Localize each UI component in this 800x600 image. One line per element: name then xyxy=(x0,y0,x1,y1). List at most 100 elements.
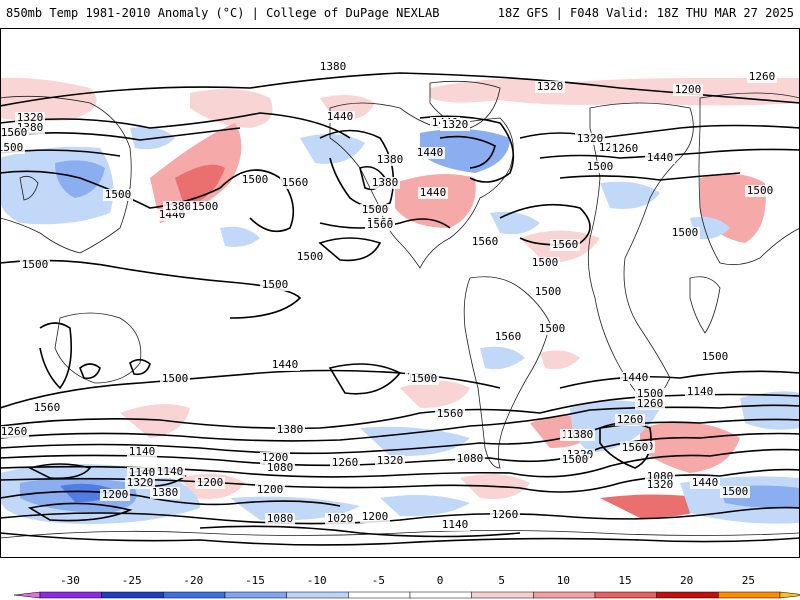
contour-label-background xyxy=(0,142,25,154)
contour-line xyxy=(328,363,402,395)
contour-label-text: 1200 xyxy=(257,483,284,496)
contour-label-background xyxy=(127,446,157,458)
contour-label: 1380 xyxy=(318,60,348,73)
color-scale-segment xyxy=(594,591,657,599)
cold-anomaly xyxy=(360,426,470,457)
color-scale-segment xyxy=(533,591,596,599)
india-coast xyxy=(689,276,721,334)
warm-anomaly xyxy=(175,164,225,208)
contour-label-text: 1500 xyxy=(539,322,566,335)
contour-label-text: 1260 xyxy=(617,413,644,426)
contour-label-text: 1380 xyxy=(567,428,594,441)
contour-label-background xyxy=(255,484,285,496)
contour-label-background xyxy=(615,414,645,426)
contour-label: 1380 xyxy=(275,423,305,436)
contour-label-text: 1500 xyxy=(192,200,219,213)
contour-label-text: 1260 xyxy=(749,70,776,83)
contour-label-text: 1320 xyxy=(647,478,674,491)
contour-label-text: 1320 xyxy=(577,132,604,145)
contour-line xyxy=(0,112,351,139)
color-scale-tick-label: 10 xyxy=(557,574,570,587)
contour-line xyxy=(559,370,800,389)
contour-label-background xyxy=(15,112,45,124)
contour-label-background xyxy=(435,408,465,420)
contour-label-text: 1140 xyxy=(442,518,469,531)
contour-label-text: 1560 xyxy=(282,176,309,189)
contour-line xyxy=(129,358,151,376)
contour-label-text: 1140 xyxy=(129,466,156,479)
color-scale-ticks: -30-25-20-15-10-5051015202530 xyxy=(60,574,755,587)
contour-label: 1500 xyxy=(700,350,730,363)
contour-label-text: 1560 xyxy=(495,330,522,343)
color-scale-segment xyxy=(656,591,719,599)
contour-label-background xyxy=(620,442,650,454)
contour-label-text: 1020 xyxy=(327,512,354,525)
contour-label: 1440 xyxy=(325,110,355,123)
contour-label: 1500 xyxy=(360,203,390,216)
contour-label-text: 1440 xyxy=(622,371,649,384)
contour-label: 1500 xyxy=(537,322,567,335)
contour-label-background xyxy=(260,279,290,291)
contour-line xyxy=(499,203,591,246)
contour-label: 1560 xyxy=(493,330,523,343)
contour-label-background xyxy=(537,323,567,335)
contour-label: 1260 xyxy=(330,456,360,469)
cold-anomaly xyxy=(490,211,540,235)
color-scale-tick-label: 25 xyxy=(742,574,755,587)
contour-label-text: 1320 xyxy=(17,111,44,124)
contour-label: 1140 xyxy=(127,466,157,479)
contour-label-background xyxy=(190,201,220,213)
contour-label: 1500 xyxy=(103,188,133,201)
contour-label: 1500 xyxy=(635,387,665,400)
contour-label-background xyxy=(645,479,675,491)
contour-label: 1380 xyxy=(150,486,180,499)
contour-label: 1440 xyxy=(415,146,445,159)
contour-label-background xyxy=(0,127,29,139)
contour-line xyxy=(79,363,101,380)
contour-label-text: 1500 xyxy=(637,387,664,400)
contour-label-text: 1140 xyxy=(129,445,156,458)
contour-label-text: 1200 xyxy=(102,488,129,501)
contour-line xyxy=(39,322,73,390)
contour-label-background xyxy=(440,119,470,131)
contour-line xyxy=(199,525,521,538)
contour-label-background xyxy=(610,143,640,155)
contour-label-background xyxy=(645,152,675,164)
color-scale-segment xyxy=(471,591,534,599)
contour-label-background xyxy=(585,161,615,173)
color-scale-tick-label: -25 xyxy=(122,574,142,587)
contour-label: 1260 xyxy=(615,413,645,426)
contour-label-text: 1560 xyxy=(1,126,28,139)
contour-label: 1500 xyxy=(260,278,290,291)
contour-label: 1380 xyxy=(565,428,595,441)
model-run-info: 18Z GFS | F048 Valid: 18Z THU MAR 27 202… xyxy=(497,6,794,20)
contour-label-background xyxy=(360,511,390,523)
color-scale-min-arrow xyxy=(13,591,41,599)
contour-label-text: 1560 xyxy=(34,401,61,414)
map-title: 850mb Temp 1981-2010 Anomaly (°C) | Coll… xyxy=(6,6,440,20)
contour-label-text: 1440 xyxy=(327,110,354,123)
contour-label-text: 1320 xyxy=(377,454,404,467)
contour-label-background xyxy=(32,402,62,414)
warm-anomaly xyxy=(400,380,470,408)
contour-label: 1380 xyxy=(370,176,400,189)
warm-anomaly xyxy=(540,350,580,370)
contour-label-background xyxy=(163,201,193,213)
contour-label: 1260 xyxy=(0,425,29,438)
contour-label: 1380 xyxy=(375,153,405,166)
contour-label-text: 1500 xyxy=(587,160,614,173)
map-header: 850mb Temp 1981-2010 Anomaly (°C) | Coll… xyxy=(0,0,800,28)
contour-line xyxy=(419,115,515,183)
contour-label-background xyxy=(493,331,523,343)
cold-anomaly xyxy=(220,226,260,247)
contour-label-background xyxy=(418,187,448,199)
contour-label-background xyxy=(265,462,295,474)
contour-label-background xyxy=(533,286,563,298)
contour-label: 1440 xyxy=(418,186,448,199)
contour-label-background xyxy=(280,177,310,189)
contour-line xyxy=(0,532,800,546)
contour-label-text: 1560 xyxy=(437,407,464,420)
contour-label-text: 1380 xyxy=(152,486,179,499)
contour-label-background xyxy=(265,513,295,525)
cold-anomaly xyxy=(740,391,800,430)
